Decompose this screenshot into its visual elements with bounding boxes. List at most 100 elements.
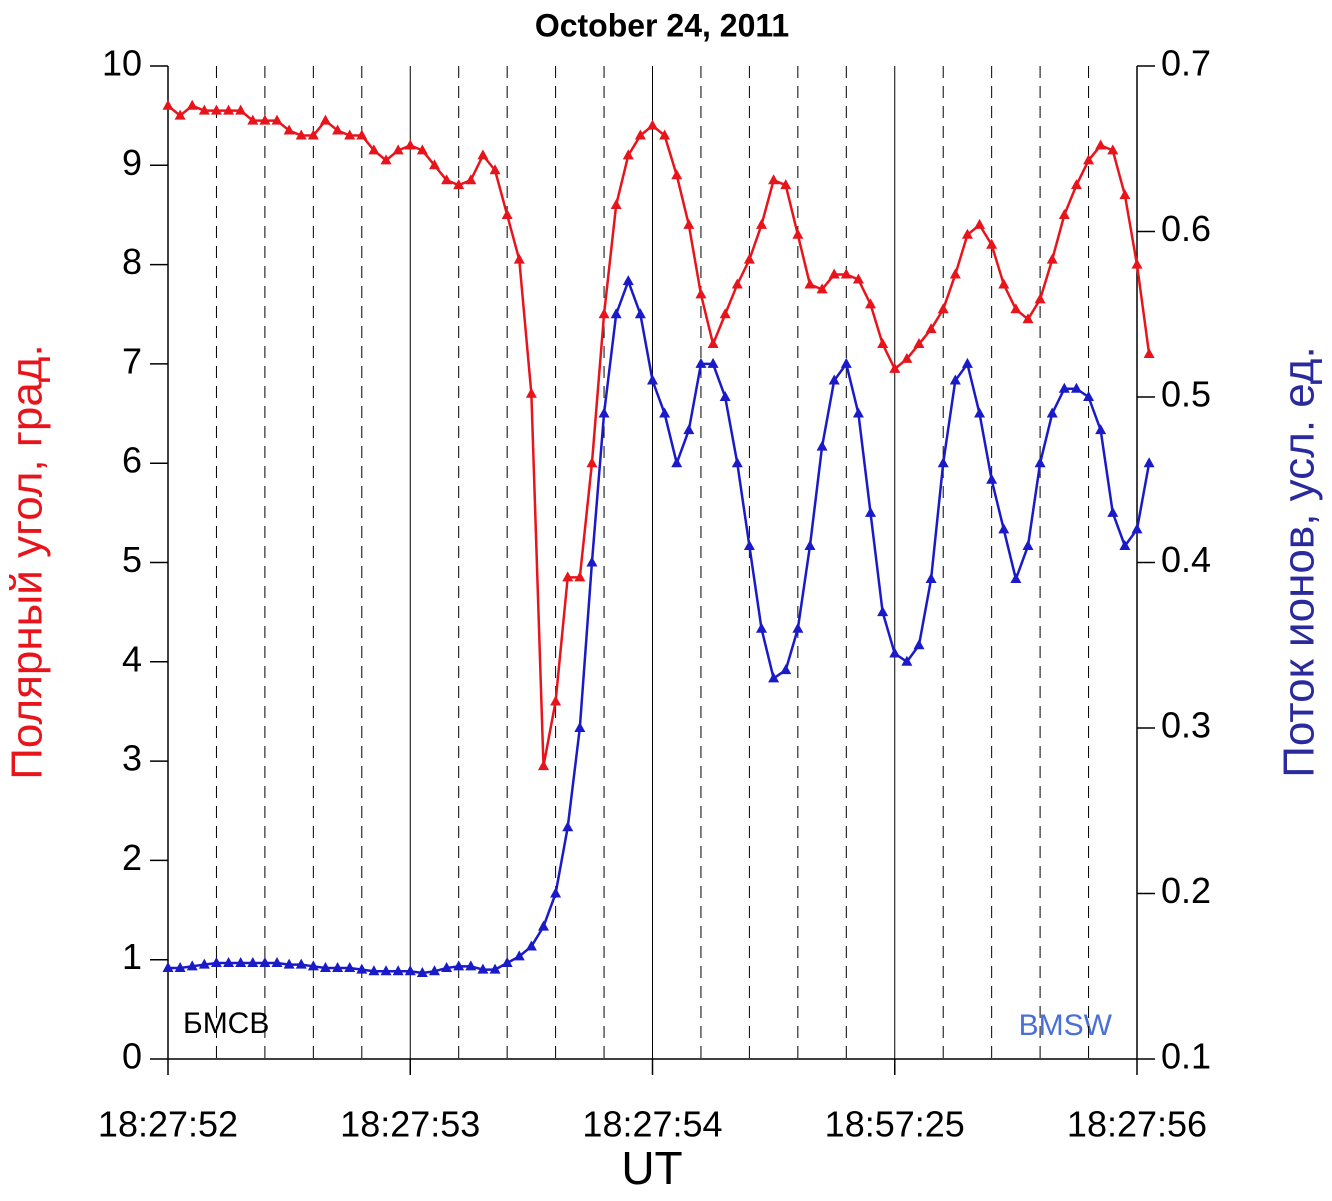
x-tick-label: 18:57:25 xyxy=(825,1104,965,1145)
marker xyxy=(610,199,622,210)
x-tick-label: 18:27:53 xyxy=(340,1104,480,1145)
marker xyxy=(937,457,949,468)
marker xyxy=(283,124,295,135)
marker xyxy=(695,288,707,299)
marker xyxy=(1022,313,1034,324)
y2-tick-label: 0.5 xyxy=(1161,374,1211,415)
marker xyxy=(174,109,186,120)
marker xyxy=(1022,539,1034,550)
marker xyxy=(223,104,235,115)
marker xyxy=(416,966,428,977)
marker xyxy=(489,963,501,974)
marker xyxy=(416,144,428,155)
marker xyxy=(1131,258,1143,269)
marker xyxy=(198,104,210,115)
marker xyxy=(852,407,864,418)
marker xyxy=(974,218,986,229)
marker xyxy=(828,268,840,279)
marker xyxy=(247,114,259,125)
marker xyxy=(671,169,683,180)
marker xyxy=(949,374,961,385)
marker xyxy=(598,308,610,319)
marker xyxy=(586,457,598,468)
x-tick-label: 18:27:52 xyxy=(98,1104,238,1145)
marker xyxy=(731,278,743,289)
marker xyxy=(344,961,356,972)
marker xyxy=(1046,253,1058,264)
marker xyxy=(865,298,877,309)
marker xyxy=(295,129,307,140)
marker xyxy=(1143,347,1155,358)
marker xyxy=(889,362,901,373)
marker xyxy=(453,960,465,971)
marker xyxy=(889,647,901,658)
marker xyxy=(404,139,416,150)
y-axis-label: Полярный угол, град. xyxy=(3,344,52,779)
marker xyxy=(489,164,501,175)
marker xyxy=(877,606,889,617)
marker xyxy=(901,655,913,666)
marker xyxy=(986,473,998,484)
marker xyxy=(913,639,925,650)
marker xyxy=(162,99,174,110)
marker xyxy=(756,622,768,633)
x-tick-label: 18:27:54 xyxy=(582,1104,722,1145)
marker xyxy=(210,957,222,968)
marker xyxy=(356,963,368,974)
marker xyxy=(574,571,586,582)
y2-tick-label: 0.2 xyxy=(1161,870,1211,911)
marker xyxy=(562,821,574,832)
marker xyxy=(441,174,453,185)
marker xyxy=(598,407,610,418)
marker xyxy=(1058,382,1070,393)
y-tick-label: 6 xyxy=(122,440,142,481)
marker xyxy=(707,357,719,368)
marker xyxy=(319,961,331,972)
marker xyxy=(647,374,658,385)
marker xyxy=(683,218,695,229)
marker xyxy=(210,104,222,115)
series-line xyxy=(167,104,1151,767)
marker xyxy=(683,424,695,435)
marker xyxy=(428,159,440,170)
marker xyxy=(259,957,271,968)
marker xyxy=(295,958,307,969)
marker xyxy=(465,960,477,971)
marker xyxy=(356,129,368,140)
marker xyxy=(319,114,331,125)
marker xyxy=(816,440,828,451)
marker xyxy=(925,323,937,334)
marker xyxy=(404,965,416,976)
marker xyxy=(1143,457,1155,468)
marker xyxy=(1107,506,1119,517)
marker xyxy=(828,374,840,385)
marker xyxy=(1034,457,1046,468)
marker xyxy=(622,149,634,160)
series-line xyxy=(168,277,1151,975)
marker xyxy=(550,695,562,706)
marker xyxy=(901,352,913,363)
marker xyxy=(1083,391,1095,401)
marker xyxy=(186,960,198,971)
marker xyxy=(477,149,489,160)
marker xyxy=(283,958,295,969)
marker xyxy=(477,963,489,974)
marker xyxy=(659,407,671,418)
marker xyxy=(780,179,792,190)
y2-tick-label: 0.4 xyxy=(1161,539,1211,580)
y-tick-label: 3 xyxy=(122,738,142,779)
marker xyxy=(162,961,174,972)
marker xyxy=(937,303,949,314)
marker xyxy=(501,957,513,968)
marker xyxy=(513,950,525,961)
marker xyxy=(392,144,404,155)
marker xyxy=(1034,293,1046,304)
marker xyxy=(707,338,719,349)
marker xyxy=(501,208,513,219)
marker xyxy=(961,357,973,368)
marker xyxy=(453,179,465,190)
marker xyxy=(392,965,404,976)
y-tick-label: 9 xyxy=(122,142,142,183)
marker xyxy=(1095,424,1107,435)
